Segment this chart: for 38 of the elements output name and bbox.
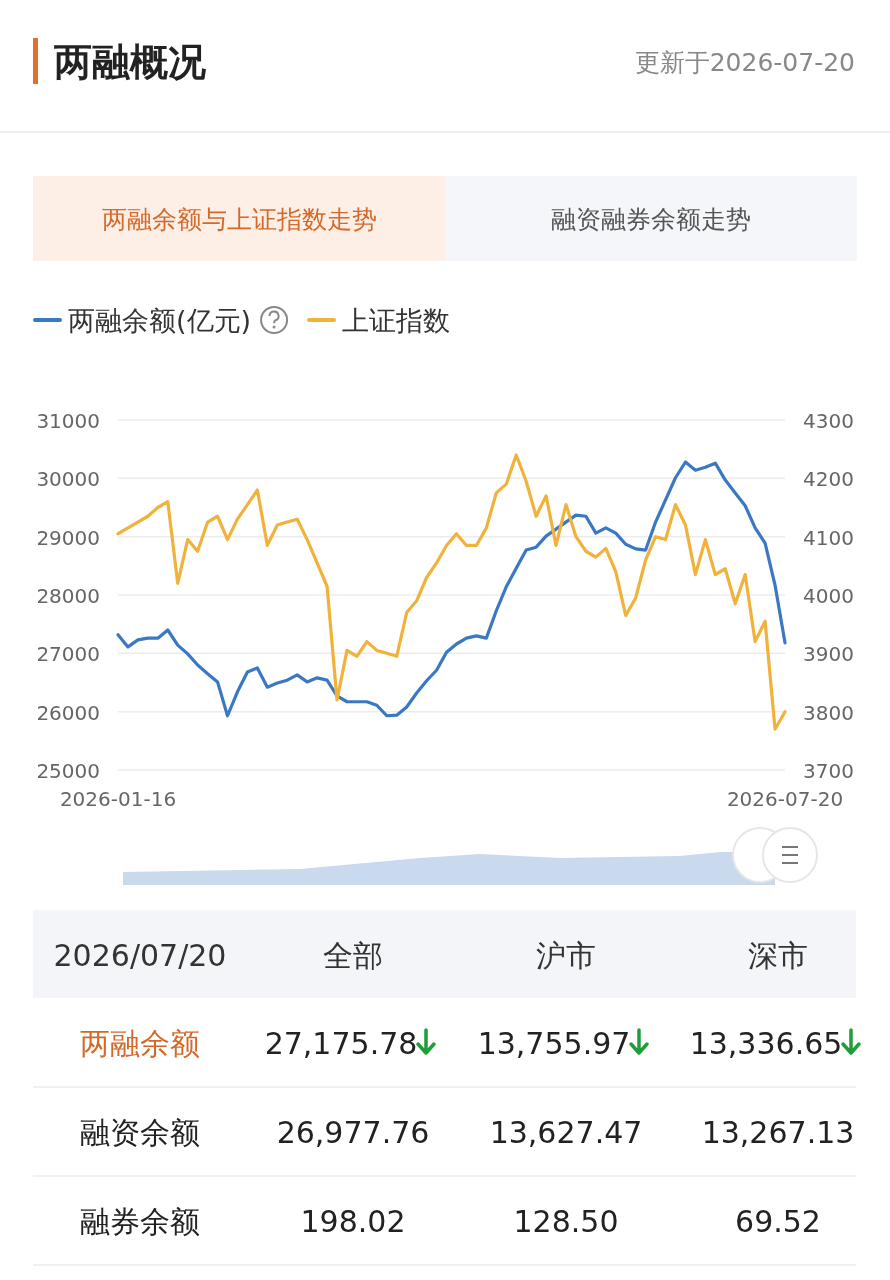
text: 198.02 bbox=[300, 1204, 406, 1239]
text: 两融余额 bbox=[80, 1026, 200, 1061]
legend-label: 两融余额(亿元) bbox=[68, 305, 252, 336]
y2-tick-label: 3900 bbox=[803, 642, 854, 667]
text: 13,267.13 bbox=[701, 1115, 855, 1150]
y2-tick-label: 4100 bbox=[803, 525, 854, 550]
y2-tick-label: 4200 bbox=[803, 467, 854, 492]
y2-tick-label: 4000 bbox=[803, 584, 854, 608]
y-tick-label: 25000 bbox=[36, 759, 100, 783]
text: 融券余额 bbox=[80, 1204, 200, 1239]
text: 26,977.76 bbox=[276, 1115, 430, 1150]
chart-title: 两融概况 bbox=[53, 40, 206, 84]
text: 2026/07/20 bbox=[53, 938, 227, 973]
text: 69.52 bbox=[735, 1204, 821, 1239]
y-tick-label: 30000 bbox=[36, 467, 100, 492]
y2-tick-label: 3700 bbox=[803, 759, 854, 783]
chart-subtitle: 更新于2026-07-20 bbox=[634, 48, 855, 77]
x-tick-label: 2026-01-16 bbox=[59, 787, 177, 811]
y-tick-label: 27000 bbox=[36, 642, 100, 667]
text: 13,627.47 bbox=[489, 1115, 643, 1150]
text: 融资融券余额走势 bbox=[551, 205, 751, 234]
y-tick-label: 28000 bbox=[36, 584, 100, 608]
text: 13,755.97 bbox=[477, 1026, 631, 1061]
y-tick-label: 26000 bbox=[36, 700, 100, 725]
text: 27,175.78 bbox=[264, 1026, 418, 1061]
text: 128.50 bbox=[513, 1204, 619, 1239]
x-tick-label: 2026-07-20 bbox=[726, 787, 844, 811]
text: 沪市 bbox=[536, 938, 596, 973]
legend-label: 上证指数 bbox=[342, 305, 451, 336]
y-tick-label: 29000 bbox=[36, 525, 100, 550]
text: 两融余额与上证指数走势 bbox=[101, 205, 377, 234]
text: 深市 bbox=[748, 938, 808, 973]
y2-tick-label: 3800 bbox=[803, 700, 854, 725]
y2-tick-label: 4300 bbox=[803, 409, 854, 433]
text: 全部 bbox=[323, 938, 383, 973]
text: 13,336.65 bbox=[689, 1026, 843, 1061]
text: 融资余额 bbox=[80, 1115, 200, 1150]
y-tick-label: 31000 bbox=[36, 409, 100, 433]
